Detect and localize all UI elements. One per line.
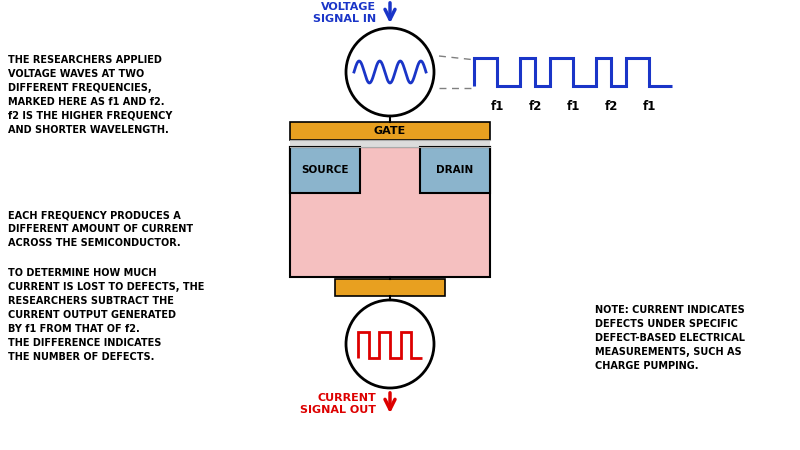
Text: f2: f2 [528, 100, 542, 113]
Text: VOLTAGE
SIGNAL IN: VOLTAGE SIGNAL IN [313, 2, 376, 24]
Text: THE RESEARCHERS APPLIED
VOLTAGE WAVES AT TWO
DIFFERENT FREQUENCIES,
MARKED HERE : THE RESEARCHERS APPLIED VOLTAGE WAVES AT… [8, 55, 172, 135]
Bar [290, 147, 490, 277]
Text: f1: f1 [490, 100, 504, 113]
Bar [335, 279, 445, 296]
Text: CURRENT
SIGNAL OUT: CURRENT SIGNAL OUT [300, 393, 376, 415]
Text: TO DETERMINE HOW MUCH
CURRENT IS LOST TO DEFECTS, THE
RESEARCHERS SUBTRACT THE
C: TO DETERMINE HOW MUCH CURRENT IS LOST TO… [8, 268, 204, 362]
Bar [290, 122, 490, 140]
Text: GATE: GATE [374, 126, 406, 136]
Text: f1: f1 [566, 100, 580, 113]
Text: f1: f1 [642, 100, 656, 113]
Text: DRAIN: DRAIN [436, 165, 474, 175]
Bar [290, 147, 360, 193]
Text: EACH FREQUENCY PRODUCES A
DIFFERENT AMOUNT OF CURRENT
ACROSS THE SEMICONDUCTOR.: EACH FREQUENCY PRODUCES A DIFFERENT AMOU… [8, 210, 193, 248]
Text: f2: f2 [604, 100, 618, 113]
Bar [290, 140, 490, 147]
Text: NOTE: CURRENT INDICATES
DEFECTS UNDER SPECIFIC
DEFECT-BASED ELECTRICAL
MEASUREME: NOTE: CURRENT INDICATES DEFECTS UNDER SP… [595, 305, 745, 371]
Text: SOURCE: SOURCE [302, 165, 349, 175]
Bar [420, 147, 490, 193]
